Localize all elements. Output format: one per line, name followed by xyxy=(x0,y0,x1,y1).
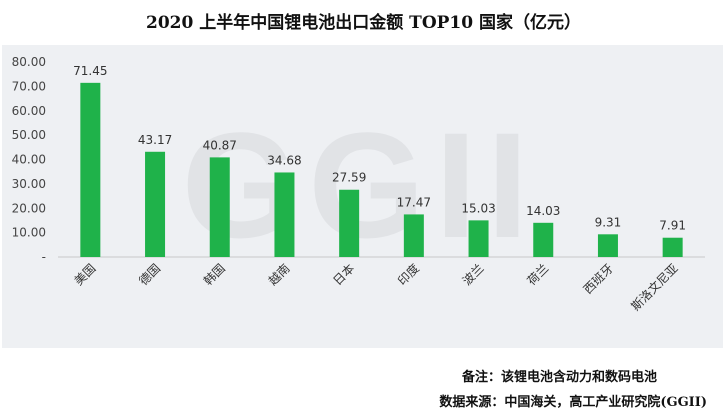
data-label: 9.31 xyxy=(595,215,622,229)
x-tick-label: 荷兰 xyxy=(524,261,551,288)
x-tick-label: 韩国 xyxy=(200,261,228,289)
x-tick-label: 德国 xyxy=(136,261,164,289)
bar xyxy=(662,237,683,257)
data-label: 27.59 xyxy=(332,171,366,185)
x-tick-label: 波兰 xyxy=(460,261,487,288)
x-tick-label: 美国 xyxy=(72,261,99,288)
data-label: 17.47 xyxy=(397,195,431,209)
x-tick-label: 斯洛文尼亚 xyxy=(628,261,681,314)
y-tick-label: 30.00 xyxy=(12,177,46,191)
bar xyxy=(274,172,295,257)
y-tick-label: 80.00 xyxy=(12,55,46,69)
data-label: 7.91 xyxy=(659,219,686,233)
data-source: 数据来源：中国海关，高工产业研究院(GGII) xyxy=(439,395,707,410)
y-tick-label: 10.00 xyxy=(12,226,46,240)
bar xyxy=(80,82,101,257)
bar xyxy=(403,214,424,257)
y-tick-label: - xyxy=(42,250,46,264)
plot-background xyxy=(2,45,723,348)
x-tick-label: 西班牙 xyxy=(581,261,616,296)
bar xyxy=(339,189,360,257)
bar xyxy=(468,220,489,257)
bar xyxy=(533,222,554,257)
y-tick-label: 50.00 xyxy=(12,128,46,142)
x-tick-label: 日本 xyxy=(330,261,357,288)
data-label: 43.17 xyxy=(138,133,172,147)
bar xyxy=(145,151,166,257)
data-label: 40.87 xyxy=(203,138,237,152)
y-tick-label: 60.00 xyxy=(12,104,46,118)
y-tick-label: 70.00 xyxy=(12,79,46,93)
data-label: 15.03 xyxy=(461,201,495,215)
x-tick-label: 越南 xyxy=(265,261,293,289)
y-tick-label: 40.00 xyxy=(12,153,46,167)
y-tick-label: 20.00 xyxy=(12,201,46,215)
footnote: 备注：该锂电池含动力和数码电池 xyxy=(461,370,657,385)
bar xyxy=(209,157,230,257)
bar xyxy=(597,234,618,257)
chart-title: 2020 上半年中国锂电池出口金额 TOP10 国家（亿元） xyxy=(146,13,581,33)
data-label: 71.45 xyxy=(73,64,107,78)
data-label: 14.03 xyxy=(526,204,560,218)
data-label: 34.68 xyxy=(267,153,301,167)
x-tick-label: 印度 xyxy=(394,261,422,289)
